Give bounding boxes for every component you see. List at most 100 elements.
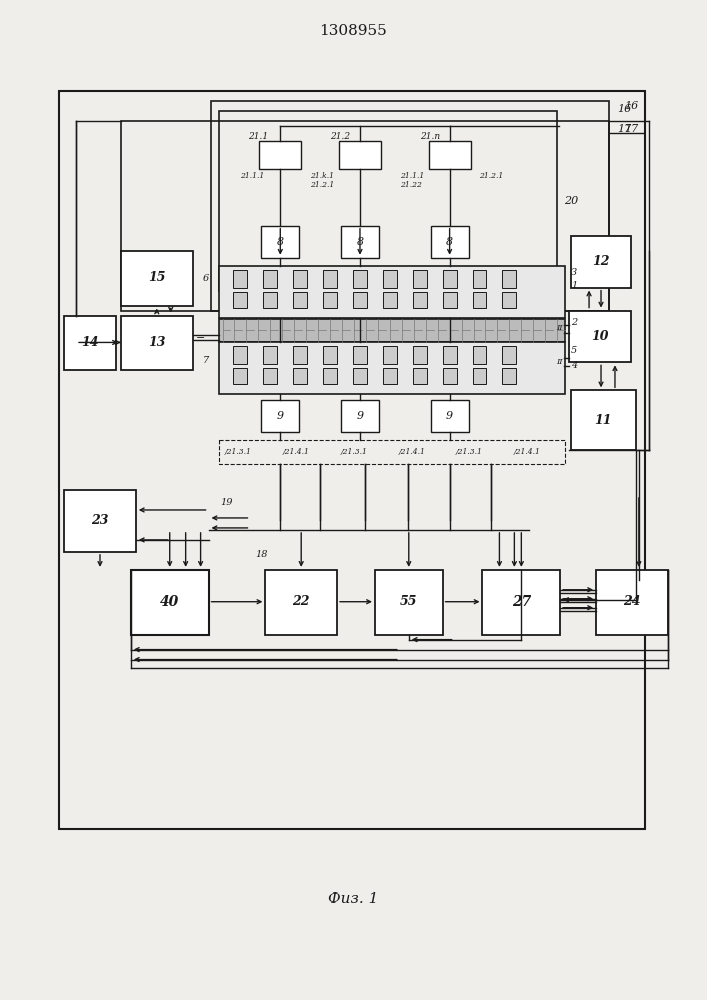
Text: 17: 17 — [624, 124, 638, 134]
Text: 19: 19 — [221, 498, 233, 507]
Bar — [64, 316, 116, 370]
Text: 15: 15 — [148, 271, 165, 284]
Bar — [233, 270, 247, 288]
Text: 7: 7 — [202, 356, 209, 365]
Bar — [121, 121, 609, 311]
Bar — [375, 570, 443, 635]
Bar — [121, 316, 192, 370]
Text: /21.4.1: /21.4.1 — [514, 448, 541, 456]
Bar — [503, 270, 516, 288]
Text: 9: 9 — [446, 411, 453, 421]
Bar — [64, 490, 136, 552]
Text: 24: 24 — [623, 595, 641, 608]
Bar — [341, 226, 379, 258]
Text: 2: 2 — [571, 318, 578, 327]
Bar — [293, 368, 307, 384]
Bar — [263, 292, 277, 308]
Text: 6: 6 — [202, 274, 209, 283]
Text: /21.3.1: /21.3.1 — [341, 448, 368, 456]
Bar — [571, 236, 631, 288]
Bar — [443, 270, 457, 288]
Bar — [233, 368, 247, 384]
Text: 27: 27 — [512, 595, 531, 609]
Bar — [323, 292, 337, 308]
Bar — [472, 270, 486, 288]
Bar — [482, 570, 560, 635]
Bar — [571, 390, 636, 450]
Bar — [472, 292, 486, 308]
Bar — [503, 368, 516, 384]
Bar — [293, 292, 307, 308]
Bar — [353, 368, 367, 384]
Text: 21.n: 21.n — [420, 132, 440, 141]
Text: 21.2: 21.2 — [330, 132, 350, 141]
Bar — [503, 292, 516, 308]
Bar — [323, 270, 337, 288]
Text: 5: 5 — [571, 346, 578, 355]
Bar — [472, 368, 486, 384]
Bar — [383, 292, 397, 308]
Text: 4: 4 — [571, 361, 578, 370]
Bar — [262, 226, 299, 258]
Bar — [503, 346, 516, 364]
Bar — [263, 368, 277, 384]
Text: II: II — [556, 358, 562, 366]
Bar — [443, 368, 457, 384]
Text: 22: 22 — [293, 595, 310, 608]
Text: 11: 11 — [595, 414, 612, 427]
Bar — [596, 570, 667, 635]
Bar — [218, 440, 565, 464]
Text: 8: 8 — [446, 237, 453, 247]
Bar — [211, 101, 609, 311]
Text: Физ. 1: Физ. 1 — [328, 892, 378, 906]
Text: 8: 8 — [276, 237, 284, 247]
Bar — [59, 91, 645, 829]
Text: 14: 14 — [81, 336, 99, 349]
Text: 21.2.1: 21.2.1 — [479, 172, 504, 180]
Text: /21.3.1: /21.3.1 — [225, 448, 252, 456]
Text: 23: 23 — [91, 514, 109, 527]
Text: 1308955: 1308955 — [319, 24, 387, 38]
Text: 16: 16 — [624, 101, 638, 111]
Bar — [472, 346, 486, 364]
Text: 9: 9 — [276, 411, 284, 421]
Bar — [263, 270, 277, 288]
Text: 21.1: 21.1 — [248, 132, 269, 141]
Text: 21.1.1: 21.1.1 — [240, 172, 264, 180]
Bar — [413, 368, 427, 384]
Text: 21.k.1: 21.k.1 — [310, 172, 334, 180]
Text: 21.2.1: 21.2.1 — [310, 181, 334, 189]
Bar — [569, 311, 631, 362]
Bar — [339, 141, 381, 169]
Text: II: II — [556, 324, 562, 332]
Bar — [233, 346, 247, 364]
Bar — [443, 346, 457, 364]
Bar — [383, 346, 397, 364]
Text: 10: 10 — [591, 330, 609, 343]
Text: 8: 8 — [356, 237, 363, 247]
Bar — [383, 270, 397, 288]
Bar — [293, 346, 307, 364]
Bar — [323, 346, 337, 364]
Bar — [353, 346, 367, 364]
Text: /21.4.1: /21.4.1 — [398, 448, 425, 456]
Bar — [353, 270, 367, 288]
Bar — [323, 368, 337, 384]
Bar — [383, 368, 397, 384]
Text: 21.1.1: 21.1.1 — [400, 172, 424, 180]
Text: 9: 9 — [356, 411, 363, 421]
Text: 12: 12 — [592, 255, 609, 268]
Text: 1: 1 — [571, 281, 578, 290]
Text: 16: 16 — [617, 104, 631, 114]
Bar — [341, 400, 379, 432]
Bar — [293, 270, 307, 288]
Text: =: = — [196, 332, 205, 342]
Bar — [218, 111, 557, 291]
Bar — [413, 292, 427, 308]
Text: 17: 17 — [617, 124, 631, 134]
Text: /21.3.1: /21.3.1 — [456, 448, 483, 456]
Text: 20: 20 — [564, 196, 578, 206]
Bar — [218, 266, 565, 318]
Bar — [131, 570, 209, 635]
Bar — [263, 346, 277, 364]
